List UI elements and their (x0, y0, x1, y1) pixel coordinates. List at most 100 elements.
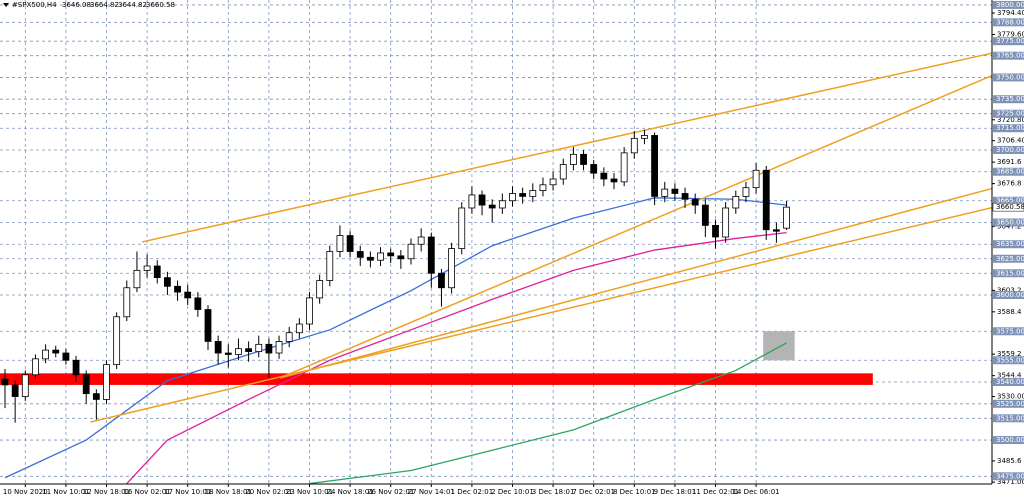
candle-body (184, 291, 192, 299)
level-label: 3685.00 (996, 168, 1024, 176)
candle-body (285, 332, 293, 342)
candle-body (570, 153, 577, 165)
candle-body (326, 251, 334, 281)
x-tick-label: 18 Nov 18:01 (205, 488, 252, 496)
candle-body (397, 255, 405, 260)
candle-body (194, 297, 202, 310)
candle-body (762, 169, 770, 231)
level-label-bg (993, 291, 1024, 300)
candle-body (519, 193, 527, 197)
candle-body (265, 343, 273, 354)
y-tick-label: 3603.2 (997, 286, 1022, 294)
candle-body (366, 256, 374, 261)
level-label: 3525.00 (996, 400, 1024, 408)
level-label-bg (993, 18, 1024, 27)
level-label-bg (993, 145, 1024, 154)
candle-body (641, 135, 648, 139)
y-tick-label: 3794.40 (997, 9, 1024, 17)
y-tick-label: 3471.00 (997, 478, 1024, 486)
level-label-bg (993, 254, 1024, 263)
candle-body (245, 348, 253, 352)
candle-body (11, 384, 19, 397)
candle-body (255, 343, 263, 352)
x-tick-label: 7 Dec 02:01 (572, 488, 615, 496)
y-tick-label: 3691.6 (997, 158, 1022, 166)
x-tick-label: 16 Nov 02:01 (123, 488, 170, 496)
candle-body (133, 269, 141, 289)
candle-body (681, 193, 689, 200)
y-tick-label: 3720.80 (997, 116, 1024, 124)
x-tick-label: 27 Nov 14:01 (408, 488, 455, 496)
candle-body (509, 193, 516, 202)
level-label-bg (993, 327, 1024, 336)
candle-body (671, 188, 679, 194)
price-label: 3660.58 (996, 203, 1024, 211)
title-close: 3660.58 (146, 1, 175, 9)
candle-body (103, 364, 110, 400)
x-tick-label: 2 Dec 10:01 (491, 488, 534, 496)
x-tick-label: 3 Dec 18:01 (532, 488, 575, 496)
candle-body (427, 236, 435, 274)
candle-body (773, 229, 780, 232)
candle-body (235, 348, 242, 355)
axis-labels: 3794.40 3779.60 3720.80 3706.40 3691.6 3676.8… (3, 0, 1024, 496)
candle-body (32, 358, 39, 376)
candle-body (529, 190, 537, 197)
candle-body (712, 224, 719, 238)
candle-body (417, 236, 425, 245)
candle-body (580, 153, 587, 165)
candle-body (153, 265, 161, 279)
candle-body (72, 359, 80, 376)
level-label-bg (993, 109, 1024, 118)
y-tick-label: 3676.8 (997, 180, 1022, 188)
candle-body (498, 200, 506, 209)
moving-average (126, 231, 787, 484)
candle-body (549, 178, 557, 186)
level-label: 3725.00 (996, 110, 1024, 118)
level-label: 3500.00 (996, 436, 1024, 444)
level-label-bg (993, 51, 1024, 60)
x-tick-label: 23 Nov 10:01 (286, 488, 333, 496)
candle-body (336, 235, 344, 252)
candle-body (468, 194, 476, 209)
level-label: 3575.00 (996, 327, 1024, 335)
level-label-bg (993, 95, 1024, 104)
level-label: 3650.00 (996, 218, 1024, 226)
candle-body (438, 272, 445, 289)
y-tick-label: 3647.2 (997, 223, 1022, 231)
candle-body (163, 277, 171, 287)
candle-body (21, 374, 29, 397)
level-label-bg (993, 356, 1024, 365)
x-tick-label: 14 Dec 06:01 (733, 488, 780, 496)
level-label: 3475.00 (996, 472, 1024, 480)
level-label: 3800.00 (996, 1, 1024, 9)
candle-body (458, 207, 466, 249)
title-high: 3664.82 (90, 1, 119, 9)
level-label-bg (993, 269, 1024, 278)
title-open: 3646.08 (62, 1, 91, 9)
candle-body (295, 323, 303, 334)
candle-body (620, 152, 628, 183)
candle-body (661, 188, 669, 197)
trendline (90, 206, 992, 423)
candle-body (539, 184, 547, 191)
candle-body (610, 178, 618, 183)
menu-icon[interactable] (3, 3, 9, 7)
candle-body (82, 374, 90, 395)
level-label-bg (993, 37, 1024, 46)
x-tick-label: 12 Nov 18:01 (83, 488, 130, 496)
candle-body (783, 206, 790, 229)
y-tick-label: 3706.40 (997, 137, 1024, 145)
level-label: 3735.00 (996, 95, 1024, 103)
trendline (279, 187, 992, 379)
candle-body (42, 349, 49, 360)
y-tick-label: 3530.00 (997, 393, 1024, 401)
x-tick-label: 11 Nov 10:01 (42, 488, 89, 496)
candle-body (630, 137, 638, 154)
level-label-bg (993, 218, 1024, 227)
price-label-bg (992, 202, 1024, 212)
x-tick-label: 17 Nov 10:01 (164, 488, 211, 496)
level-label-bg (993, 378, 1024, 387)
title-low: 3644.82 (118, 1, 147, 9)
